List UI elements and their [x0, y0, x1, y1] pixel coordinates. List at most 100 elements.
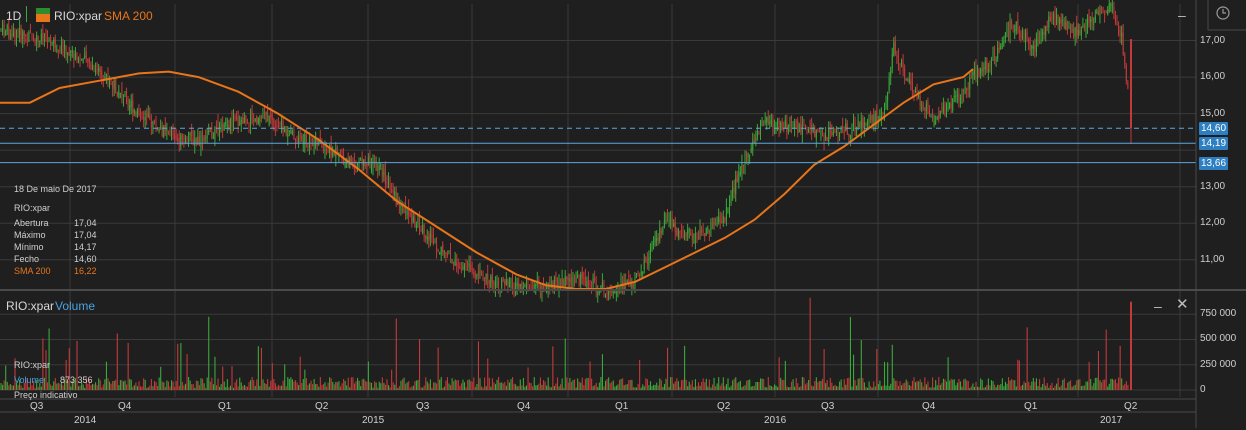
- volume-bar: [564, 338, 566, 390]
- candle-body: [308, 136, 310, 149]
- volume-bar: [299, 356, 301, 390]
- candle-body: [505, 279, 507, 284]
- candle-body: [1118, 25, 1120, 33]
- volume-bar: [70, 386, 72, 390]
- candle-body: [766, 117, 768, 123]
- volume-bar: [67, 381, 69, 390]
- minimize-icon[interactable]: –: [1178, 7, 1186, 23]
- candle-body: [150, 121, 152, 128]
- volume-bar: [839, 381, 841, 390]
- candle-body: [1062, 19, 1064, 21]
- volume-indicator-label[interactable]: Volume: [55, 299, 96, 313]
- volume-bar: [146, 387, 148, 390]
- volume-bar: [899, 381, 901, 390]
- candle-body: [256, 116, 258, 124]
- volume-bar: [43, 377, 45, 390]
- volume-bar: [543, 380, 545, 390]
- volume-bar: [1077, 379, 1079, 390]
- candle-body: [50, 36, 52, 46]
- candle-body: [533, 285, 535, 288]
- candle-body: [181, 135, 183, 140]
- volume-bar: [746, 380, 748, 390]
- volume-bar: [522, 377, 524, 390]
- candle-body: [152, 121, 154, 128]
- volume-bar: [873, 381, 875, 390]
- volume-bar: [274, 383, 276, 390]
- price-tag: 13,66: [1199, 156, 1229, 170]
- volume-bar: [105, 361, 107, 390]
- clock-icon[interactable]: [1216, 6, 1230, 20]
- volume-bar: [699, 385, 701, 390]
- volume-bar: [1105, 329, 1107, 390]
- volume-bar: [622, 378, 624, 390]
- quarter-tick-label: Q2: [717, 401, 731, 412]
- candle-body: [124, 93, 126, 96]
- symbol-label[interactable]: RIO:xpar: [54, 9, 103, 23]
- minimize-icon[interactable]: –: [1154, 298, 1162, 314]
- candle-body: [747, 152, 749, 158]
- volume-bar: [409, 387, 411, 390]
- volume-bar: [586, 377, 588, 390]
- candle-body: [372, 160, 374, 167]
- candle-body: [643, 260, 645, 270]
- indicator-label[interactable]: SMA 200: [104, 9, 153, 23]
- volume-bar: [391, 369, 393, 390]
- candle-body: [631, 283, 633, 289]
- volume-bar: [631, 379, 633, 390]
- volume-bar: [640, 387, 642, 390]
- candle-body: [42, 32, 44, 40]
- volume-bar: [422, 387, 424, 390]
- candle-body: [195, 138, 197, 143]
- candle-body: [245, 115, 247, 123]
- candle-body: [797, 121, 799, 133]
- candle-body: [496, 280, 498, 282]
- volume-bar: [463, 382, 466, 390]
- volume-bar: [1048, 387, 1050, 390]
- volume-bar: [808, 379, 810, 390]
- candle-body: [640, 271, 642, 276]
- candle-body: [698, 234, 699, 237]
- volume-bar: [752, 386, 754, 390]
- volume-bar: [925, 384, 927, 390]
- volume-tick-label: 750 000: [1200, 308, 1237, 320]
- volume-bar: [1001, 378, 1003, 390]
- volume-bar: [302, 379, 304, 390]
- volume-bar: [969, 387, 971, 390]
- volume-bar: [188, 376, 190, 390]
- volume-bar: [90, 385, 92, 390]
- candle-body: [304, 134, 306, 145]
- candle-body: [33, 34, 35, 42]
- candle-body: [121, 90, 123, 98]
- candle-body: [184, 137, 186, 143]
- candle-body: [40, 33, 42, 41]
- candle-body: [1057, 14, 1059, 23]
- volume-bar: [1000, 384, 1002, 390]
- candle-body: [68, 52, 70, 55]
- candle-body: [84, 55, 86, 58]
- candle-body: [253, 119, 255, 122]
- volume-bar: [482, 387, 484, 390]
- volume-bar: [913, 377, 915, 390]
- volume-bar: [764, 386, 766, 390]
- volume-symbol-label[interactable]: RIO:xpar: [6, 299, 55, 313]
- candle-body: [1127, 82, 1129, 88]
- candle-body: [863, 122, 865, 128]
- candle-body: [744, 153, 746, 169]
- candle-body: [877, 122, 879, 124]
- volume-bar: [254, 385, 256, 390]
- volume-bar: [677, 381, 679, 390]
- interval-label[interactable]: 1D: [6, 9, 22, 23]
- volume-bar: [468, 379, 470, 390]
- candle-body: [975, 67, 977, 80]
- volume-bar: [217, 378, 219, 390]
- close-icon[interactable]: ✕: [1176, 296, 1189, 313]
- volume-info-value: 873 356: [60, 375, 93, 385]
- volume-bar: [860, 340, 862, 390]
- volume-bar: [335, 381, 337, 390]
- volume-bar: [5, 365, 7, 390]
- candle-body: [313, 143, 315, 146]
- candle-body: [133, 109, 135, 113]
- volume-bar: [341, 383, 343, 390]
- volume-bar: [750, 386, 752, 390]
